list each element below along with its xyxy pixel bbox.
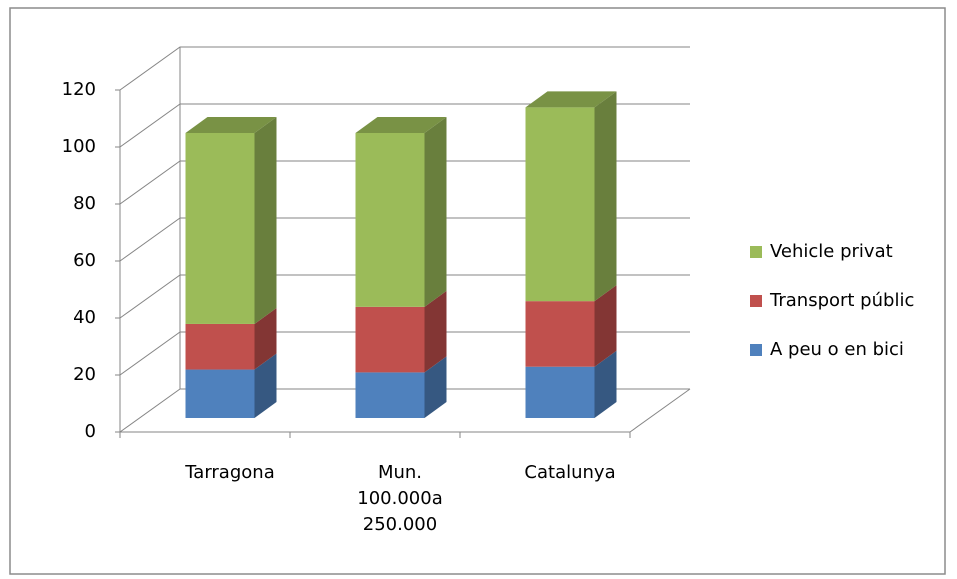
bar-segment [525, 366, 595, 418]
grid-line [119, 331, 690, 376]
bar-top [185, 117, 277, 133]
grid-line [119, 388, 690, 433]
grid-line [119, 160, 690, 205]
y-tick-label: 120 [62, 79, 96, 100]
chart-frame [9, 7, 946, 575]
grid-line [119, 217, 690, 262]
y-tick-label: 60 [73, 250, 96, 271]
grid-line [119, 46, 690, 91]
bar-side [594, 350, 617, 418]
y-tick-label: 20 [73, 364, 96, 385]
legend-swatch [750, 246, 762, 258]
legend-swatch [750, 295, 762, 307]
x-tick-label: Mun. 100.000a 250.000 [357, 462, 443, 535]
bar-top [355, 117, 447, 133]
legend-swatch [750, 344, 762, 356]
bar-segment [525, 301, 595, 367]
legend-label: A peu o en bici [770, 339, 904, 360]
bar-side [594, 285, 617, 367]
y-tick-label: 100 [62, 136, 96, 157]
y-tick-label: 40 [73, 307, 96, 328]
bar-top [525, 91, 617, 108]
bar-side [594, 91, 617, 302]
bar-segment [185, 323, 255, 370]
y-tick-label: 80 [73, 193, 96, 214]
y-tick-label: 0 [85, 421, 96, 442]
floor-right-edge [629, 388, 691, 433]
bar-segment [185, 133, 255, 324]
legend-label: Transport públic [769, 290, 914, 311]
bar-side [254, 353, 277, 418]
grid-line [119, 274, 690, 319]
bar-segment [525, 107, 595, 302]
legend-label: Vehicle privat [770, 241, 893, 262]
bar-segment [355, 133, 425, 307]
grid-line [119, 103, 690, 148]
bar-side [254, 117, 277, 324]
bar-segment [185, 369, 255, 418]
bar-side [424, 290, 447, 373]
bar-segment [355, 306, 425, 373]
x-tick-label: Tarragona [185, 462, 275, 483]
bar-side [254, 307, 277, 370]
bar-side [424, 356, 447, 418]
x-tick-label: Catalunya [524, 462, 616, 483]
bar-segment [355, 372, 425, 418]
bar-side [424, 117, 447, 307]
